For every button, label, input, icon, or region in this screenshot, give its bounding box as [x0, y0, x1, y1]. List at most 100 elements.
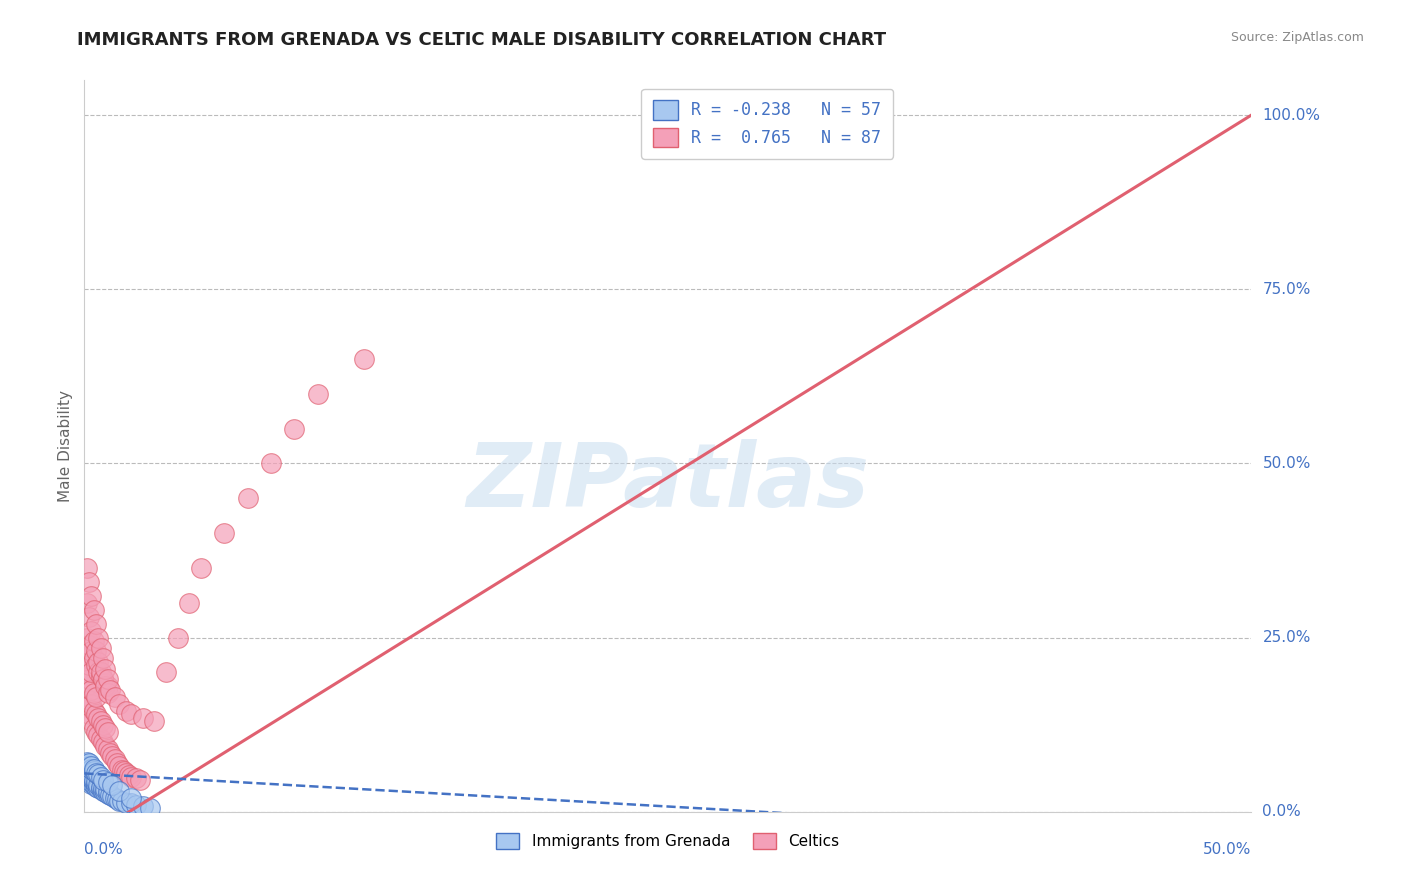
- Point: [97, 775, 120, 789]
- Y-axis label: Male Disability: Male Disability: [58, 390, 73, 502]
- Point: [80, 697, 103, 711]
- Point: [214, 526, 236, 541]
- Text: IMMIGRANTS FROM GRENADA VS CELTIC MALE DISABILITY CORRELATION CHART: IMMIGRANTS FROM GRENADA VS CELTIC MALE D…: [77, 31, 886, 49]
- Point: [97, 787, 120, 801]
- Point: [97, 724, 120, 739]
- Point: [84, 777, 107, 791]
- Point: [83, 704, 105, 718]
- Point: [76, 755, 98, 769]
- Point: [77, 766, 100, 780]
- Point: [112, 764, 135, 779]
- Point: [94, 679, 117, 693]
- Point: [90, 770, 112, 784]
- Point: [87, 655, 110, 669]
- Text: 0.0%: 0.0%: [1263, 805, 1301, 819]
- Point: [73, 759, 96, 773]
- Legend: Immigrants from Grenada, Celtics: Immigrants from Grenada, Celtics: [491, 826, 845, 855]
- Point: [104, 790, 127, 805]
- Text: 0.0%: 0.0%: [84, 842, 124, 857]
- Point: [80, 777, 103, 791]
- Point: [105, 792, 128, 806]
- Point: [80, 768, 103, 782]
- Point: [87, 778, 110, 792]
- Point: [80, 644, 103, 658]
- Point: [87, 711, 110, 725]
- Point: [76, 764, 98, 779]
- Point: [108, 794, 131, 808]
- Point: [77, 756, 100, 770]
- Point: [87, 767, 110, 781]
- Point: [87, 728, 110, 742]
- Point: [84, 658, 107, 673]
- Point: [87, 665, 110, 680]
- Point: [91, 784, 114, 798]
- Point: [80, 624, 103, 638]
- Point: [155, 665, 177, 680]
- Point: [77, 770, 100, 784]
- Point: [138, 800, 160, 814]
- Point: [76, 700, 98, 714]
- Point: [132, 799, 155, 814]
- Point: [353, 351, 375, 366]
- Point: [91, 673, 114, 687]
- Point: [120, 770, 142, 784]
- Point: [236, 491, 259, 506]
- Point: [87, 631, 110, 645]
- Point: [101, 778, 124, 792]
- Point: [80, 772, 103, 786]
- Point: [84, 774, 107, 789]
- Point: [80, 682, 103, 697]
- Point: [77, 772, 100, 786]
- Point: [91, 772, 114, 787]
- Point: [98, 788, 121, 802]
- Point: [120, 790, 142, 805]
- Point: [94, 721, 117, 735]
- Point: [84, 616, 107, 631]
- Point: [90, 640, 112, 655]
- Text: 50.0%: 50.0%: [1204, 842, 1251, 857]
- Point: [83, 772, 105, 787]
- Point: [84, 690, 107, 704]
- Text: 50.0%: 50.0%: [1263, 456, 1310, 471]
- Point: [108, 784, 131, 798]
- Point: [77, 707, 100, 722]
- Point: [83, 775, 105, 789]
- Point: [80, 714, 103, 728]
- Point: [91, 673, 114, 687]
- Point: [77, 773, 100, 788]
- Point: [83, 686, 105, 700]
- Point: [118, 768, 141, 782]
- Point: [101, 749, 124, 764]
- Point: [104, 690, 127, 704]
- Point: [76, 757, 98, 772]
- Point: [84, 765, 107, 780]
- Point: [87, 780, 110, 795]
- Point: [260, 457, 283, 471]
- Point: [125, 797, 148, 812]
- Point: [76, 596, 98, 610]
- Point: [94, 785, 117, 799]
- Point: [104, 752, 127, 766]
- Point: [77, 693, 100, 707]
- Point: [91, 735, 114, 749]
- Point: [73, 770, 96, 784]
- Point: [97, 742, 120, 756]
- Point: [77, 759, 100, 773]
- Point: [97, 686, 120, 700]
- Text: ZIPatlas: ZIPatlas: [467, 439, 869, 526]
- Point: [83, 762, 105, 776]
- Point: [83, 764, 105, 779]
- Point: [179, 596, 201, 610]
- Point: [111, 763, 134, 777]
- Text: 100.0%: 100.0%: [1263, 108, 1320, 122]
- Point: [84, 780, 107, 794]
- Point: [77, 574, 100, 589]
- Point: [76, 768, 98, 782]
- Point: [76, 651, 98, 665]
- Point: [94, 676, 117, 690]
- Point: [77, 673, 100, 687]
- Point: [84, 724, 107, 739]
- Text: 75.0%: 75.0%: [1263, 282, 1310, 297]
- Point: [101, 789, 124, 804]
- Point: [120, 707, 142, 722]
